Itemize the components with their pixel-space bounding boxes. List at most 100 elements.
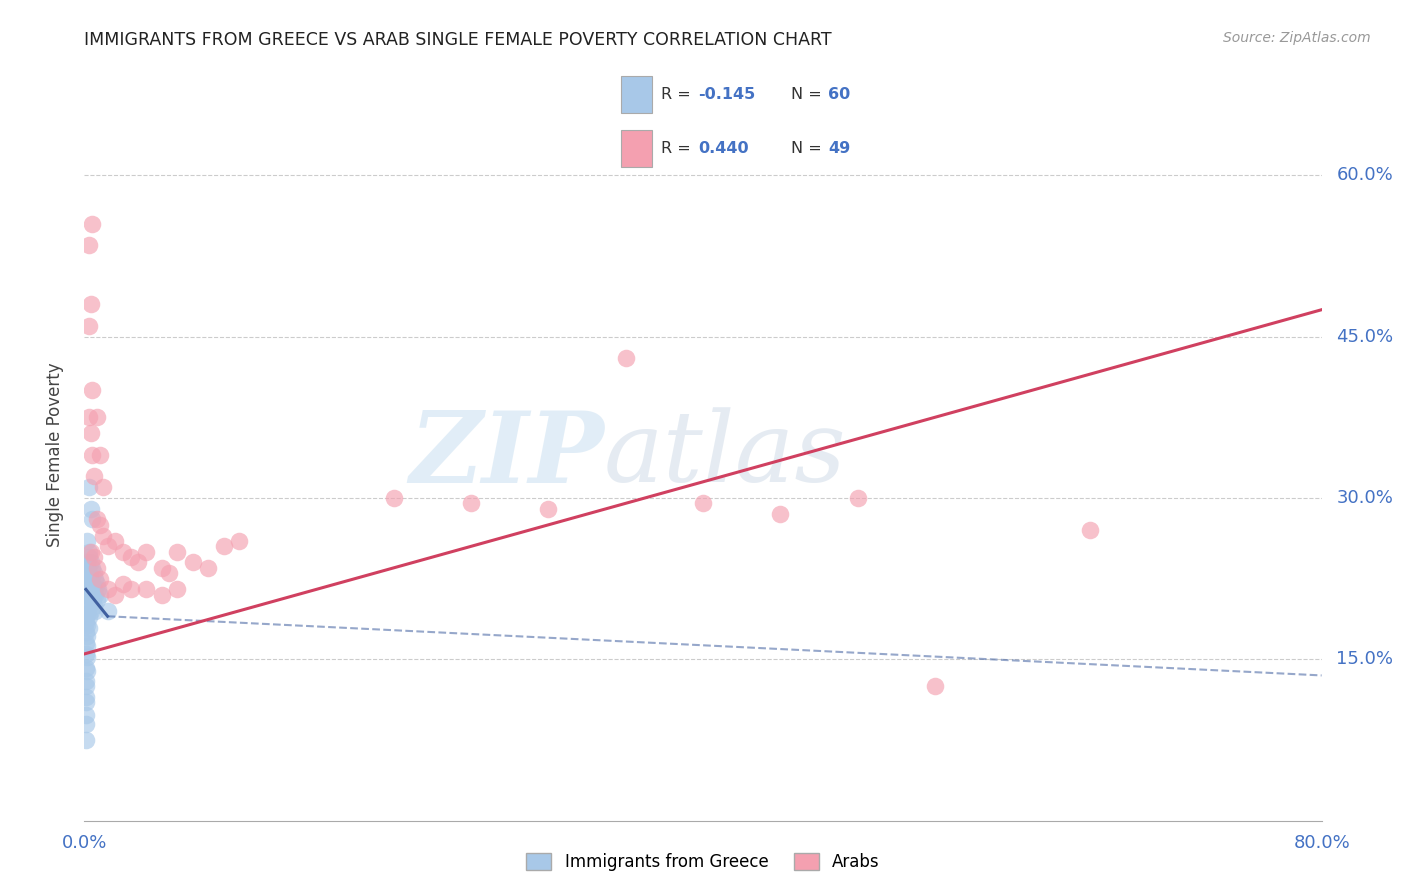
- Point: [77, 545, 100, 559]
- Point: [104, 588, 127, 602]
- Point: [75, 572, 97, 586]
- Point: [79, 501, 101, 516]
- Point: [159, 566, 180, 581]
- Point: [86, 593, 108, 607]
- Point: [75, 647, 97, 661]
- Point: [84, 572, 107, 586]
- Point: [77, 599, 100, 613]
- Point: [79, 556, 101, 570]
- Point: [96, 582, 118, 597]
- Text: 30.0%: 30.0%: [1337, 489, 1393, 507]
- Point: [1078, 523, 1101, 537]
- Y-axis label: Single Female Poverty: Single Female Poverty: [45, 363, 63, 547]
- Point: [76, 577, 98, 591]
- Point: [75, 661, 97, 675]
- Point: [75, 625, 97, 640]
- Point: [89, 517, 111, 532]
- Point: [692, 496, 714, 510]
- Point: [166, 582, 188, 597]
- Point: [460, 496, 482, 510]
- Text: N =: N =: [792, 87, 827, 103]
- Point: [89, 572, 111, 586]
- Point: [212, 539, 235, 553]
- Point: [82, 512, 104, 526]
- Point: [127, 556, 149, 570]
- Text: ZIP: ZIP: [409, 407, 605, 503]
- Point: [135, 582, 157, 597]
- Point: [86, 512, 108, 526]
- Point: [77, 480, 100, 494]
- Point: [79, 604, 101, 618]
- Point: [79, 588, 101, 602]
- Point: [77, 410, 100, 425]
- Point: [79, 297, 101, 311]
- Point: [112, 577, 135, 591]
- Text: 60.0%: 60.0%: [1337, 166, 1393, 185]
- Point: [75, 604, 97, 618]
- Point: [76, 593, 98, 607]
- Point: [76, 607, 98, 621]
- Point: [75, 636, 97, 650]
- Point: [86, 410, 108, 425]
- Point: [83, 582, 105, 597]
- Point: [75, 733, 97, 747]
- Point: [91, 480, 114, 494]
- Point: [82, 593, 104, 607]
- Point: [82, 384, 104, 398]
- Point: [924, 679, 946, 693]
- Point: [120, 550, 142, 565]
- Point: [76, 533, 98, 548]
- Point: [382, 491, 405, 505]
- Point: [846, 491, 869, 505]
- Point: [82, 577, 104, 591]
- Point: [76, 650, 98, 665]
- Point: [77, 566, 100, 581]
- Point: [83, 469, 105, 483]
- Point: [79, 545, 101, 559]
- Point: [104, 533, 127, 548]
- Text: 49: 49: [828, 141, 851, 156]
- Point: [82, 593, 104, 607]
- Point: [197, 561, 219, 575]
- Point: [76, 556, 98, 570]
- Point: [75, 716, 97, 731]
- Point: [75, 679, 97, 693]
- Point: [79, 588, 101, 602]
- Point: [150, 561, 173, 575]
- FancyBboxPatch shape: [621, 77, 652, 113]
- Point: [77, 550, 100, 565]
- Point: [84, 588, 107, 602]
- Point: [77, 582, 100, 597]
- Point: [79, 572, 101, 586]
- Point: [84, 604, 107, 618]
- Point: [89, 448, 111, 462]
- Point: [150, 588, 173, 602]
- Point: [181, 556, 204, 570]
- Point: [77, 621, 100, 635]
- Point: [120, 582, 142, 597]
- Point: [83, 599, 105, 613]
- Point: [76, 629, 98, 643]
- Text: 15.0%: 15.0%: [1337, 650, 1393, 668]
- Text: N =: N =: [792, 141, 827, 156]
- Point: [77, 610, 100, 624]
- Text: R =: R =: [661, 87, 696, 103]
- Point: [75, 615, 97, 629]
- Point: [77, 582, 100, 597]
- Text: R =: R =: [661, 141, 696, 156]
- Point: [83, 566, 105, 581]
- Point: [79, 426, 101, 441]
- Point: [77, 238, 100, 252]
- Point: [75, 690, 97, 704]
- Text: 45.0%: 45.0%: [1337, 327, 1393, 345]
- Point: [769, 507, 792, 521]
- Point: [76, 640, 98, 654]
- Text: -0.145: -0.145: [699, 87, 755, 103]
- Point: [91, 528, 114, 542]
- Point: [76, 618, 98, 632]
- Legend: Immigrants from Greece, Arabs: Immigrants from Greece, Arabs: [520, 847, 886, 878]
- Point: [537, 501, 560, 516]
- Point: [77, 318, 100, 333]
- Point: [76, 561, 98, 575]
- Point: [228, 533, 250, 548]
